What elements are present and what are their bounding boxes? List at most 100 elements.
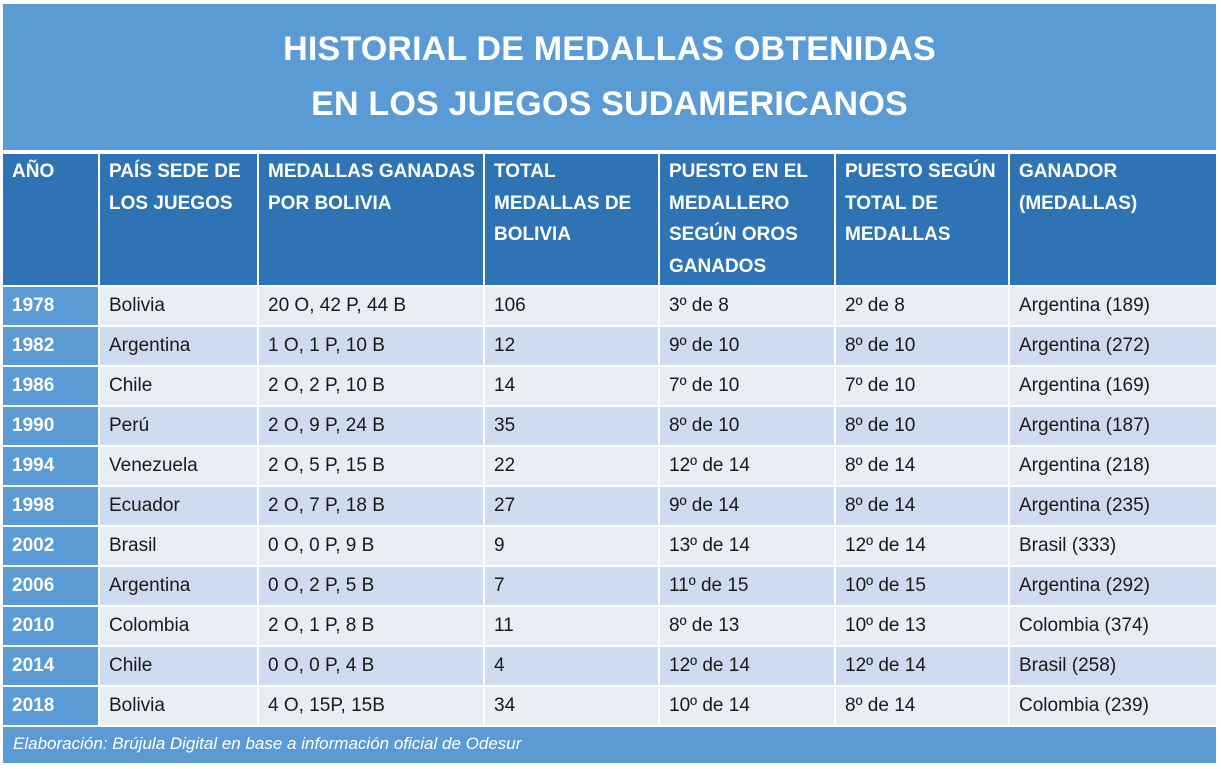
medals-won-cell: 20 O, 42 P, 44 B (258, 286, 485, 327)
total-medals-cell: 12 (484, 326, 660, 367)
medals-won-cell: 2 O, 9 P, 24 B (258, 406, 485, 447)
year-cell: 2006 (3, 566, 100, 607)
rank-by-total-cell: 8º de 14 (835, 686, 1010, 727)
table-row: 1978 Bolivia 20 O, 42 P, 44 B 106 3º de 8 2º … (3, 286, 1216, 327)
rank-by-total-cell: 8º de 10 (835, 326, 1010, 367)
rank-by-total-cell: 8º de 10 (835, 406, 1010, 447)
rank-by-total-cell: 2º de 8 (835, 286, 1010, 327)
total-medals-cell: 106 (484, 286, 660, 327)
rank-by-gold-cell: 8º de 10 (659, 406, 836, 447)
host-country-cell: Colombia (99, 606, 259, 647)
total-medals-cell: 4 (484, 646, 660, 687)
table-row: 1990 Perú 2 O, 9 P, 24 B 35 8º de 10 8º de 10… (3, 406, 1216, 447)
rank-by-gold-cell: 12º de 14 (659, 446, 836, 487)
title-banner: HISTORIAL DE MEDALLAS OBTENIDAS EN LOS J… (3, 4, 1216, 150)
year-cell: 1978 (3, 286, 100, 327)
medals-history-table: AÑO PAÍS SEDE DE LOS JUEGOS MEDALLAS GAN… (3, 154, 1216, 727)
winner-cell: Argentina (235) (1009, 486, 1216, 527)
title-line-2: EN LOS JUEGOS SUDAMERICANOS (311, 85, 908, 123)
rank-by-total-cell: 10º de 15 (835, 566, 1010, 607)
host-country-cell: Brasil (99, 526, 259, 567)
table-body: 1978 Bolivia 20 O, 42 P, 44 B 106 3º de 8 2º … (3, 286, 1216, 727)
title-line-1: HISTORIAL DE MEDALLAS OBTENIDAS (283, 30, 936, 68)
medals-won-cell: 0 O, 2 P, 5 B (258, 566, 485, 607)
source-footer: Elaboración: Brújula Digital en base a i… (3, 727, 1216, 763)
rank-by-total-cell: 8º de 14 (835, 486, 1010, 527)
total-medals-cell: 7 (484, 566, 660, 607)
winner-cell: Argentina (218) (1009, 446, 1216, 487)
total-medals-cell: 27 (484, 486, 660, 527)
rank-by-total-cell: 12º de 14 (835, 646, 1010, 687)
winner-cell: Argentina (187) (1009, 406, 1216, 447)
year-cell: 2002 (3, 526, 100, 567)
medals-won-cell: 1 O, 1 P, 10 B (258, 326, 485, 367)
medals-won-cell: 2 O, 7 P, 18 B (258, 486, 485, 527)
winner-cell: Colombia (374) (1009, 606, 1216, 647)
medals-won-cell: 0 O, 0 P, 9 B (258, 526, 485, 567)
winner-cell: Argentina (292) (1009, 566, 1216, 607)
winner-cell: Brasil (258) (1009, 646, 1216, 687)
rank-by-gold-cell: 7º de 10 (659, 366, 836, 407)
table-header-row: AÑO PAÍS SEDE DE LOS JUEGOS MEDALLAS GAN… (3, 154, 1216, 287)
year-cell: 2010 (3, 606, 100, 647)
table-row: 1994 Venezuela 2 O, 5 P, 15 B 22 12º de 14 8º… (3, 446, 1216, 487)
winner-cell: Argentina (272) (1009, 326, 1216, 367)
medals-won-cell: 2 O, 1 P, 8 B (258, 606, 485, 647)
rank-by-total-cell: 8º de 14 (835, 446, 1010, 487)
host-country-cell: Venezuela (99, 446, 259, 487)
rank-by-gold-cell: 9º de 14 (659, 486, 836, 527)
total-medals-cell: 34 (484, 686, 660, 727)
year-cell: 2018 (3, 686, 100, 727)
year-cell: 1994 (3, 446, 100, 487)
winner-cell: Brasil (333) (1009, 526, 1216, 567)
rank-by-gold-cell: 11º de 15 (659, 566, 836, 607)
header-host-country: PAÍS SEDE DE LOS JUEGOS (99, 154, 259, 287)
host-country-cell: Bolivia (99, 686, 259, 727)
header-winner: GANADOR (MEDALLAS) (1009, 154, 1216, 287)
year-cell: 2014 (3, 646, 100, 687)
rank-by-gold-cell: 13º de 14 (659, 526, 836, 567)
year-cell: 1990 (3, 406, 100, 447)
host-country-cell: Perú (99, 406, 259, 447)
medals-won-cell: 2 O, 5 P, 15 B (258, 446, 485, 487)
host-country-cell: Argentina (99, 566, 259, 607)
medals-won-cell: 4 O, 15P, 15B (258, 686, 485, 727)
header-rank-by-total: PUESTO SEGÚN TOTAL DE MEDALLAS (835, 154, 1010, 287)
table-row: 2002 Brasil 0 O, 0 P, 9 B 9 13º de 14 12º de … (3, 526, 1216, 567)
table-row: 2014 Chile 0 O, 0 P, 4 B 4 12º de 14 12º de 1… (3, 646, 1216, 687)
host-country-cell: Chile (99, 366, 259, 407)
year-cell: 1998 (3, 486, 100, 527)
table-row: 1986 Chile 2 O, 2 P, 10 B 14 7º de 10 7º de 1… (3, 366, 1216, 407)
rank-by-total-cell: 12º de 14 (835, 526, 1010, 567)
rank-by-gold-cell: 8º de 13 (659, 606, 836, 647)
header-rank-by-gold: PUESTO EN EL MEDALLERO SEGÚN OROS GANADO… (659, 154, 836, 287)
winner-cell: Colombia (239) (1009, 686, 1216, 727)
total-medals-cell: 9 (484, 526, 660, 567)
table-row: 2010 Colombia 2 O, 1 P, 8 B 11 8º de 13 10º d… (3, 606, 1216, 647)
host-country-cell: Ecuador (99, 486, 259, 527)
year-cell: 1986 (3, 366, 100, 407)
header-medals-won: MEDALLAS GANADAS POR BOLIVIA (258, 154, 485, 287)
total-medals-cell: 35 (484, 406, 660, 447)
year-cell: 1982 (3, 326, 100, 367)
rank-by-gold-cell: 10º de 14 (659, 686, 836, 727)
rank-by-gold-cell: 9º de 10 (659, 326, 836, 367)
medals-won-cell: 2 O, 2 P, 10 B (258, 366, 485, 407)
table-row: 1998 Ecuador 2 O, 7 P, 18 B 27 9º de 14 8º de… (3, 486, 1216, 527)
winner-cell: Argentina (189) (1009, 286, 1216, 327)
rank-by-total-cell: 7º de 10 (835, 366, 1010, 407)
header-total-medals: TOTAL MEDALLAS DE BOLIVIA (484, 154, 660, 287)
table-row: 2018 Bolivia 4 O, 15P, 15B 34 10º de 14 8º de… (3, 686, 1216, 727)
table-row: 2006 Argentina 0 O, 2 P, 5 B 7 11º de 15 10º … (3, 566, 1216, 607)
rank-by-gold-cell: 12º de 14 (659, 646, 836, 687)
rank-by-total-cell: 10º de 13 (835, 606, 1010, 647)
host-country-cell: Bolivia (99, 286, 259, 327)
total-medals-cell: 22 (484, 446, 660, 487)
table-row: 1982 Argentina 1 O, 1 P, 10 B 12 9º de 10 8º … (3, 326, 1216, 367)
total-medals-cell: 11 (484, 606, 660, 647)
host-country-cell: Argentina (99, 326, 259, 367)
total-medals-cell: 14 (484, 366, 660, 407)
medals-won-cell: 0 O, 0 P, 4 B (258, 646, 485, 687)
host-country-cell: Chile (99, 646, 259, 687)
